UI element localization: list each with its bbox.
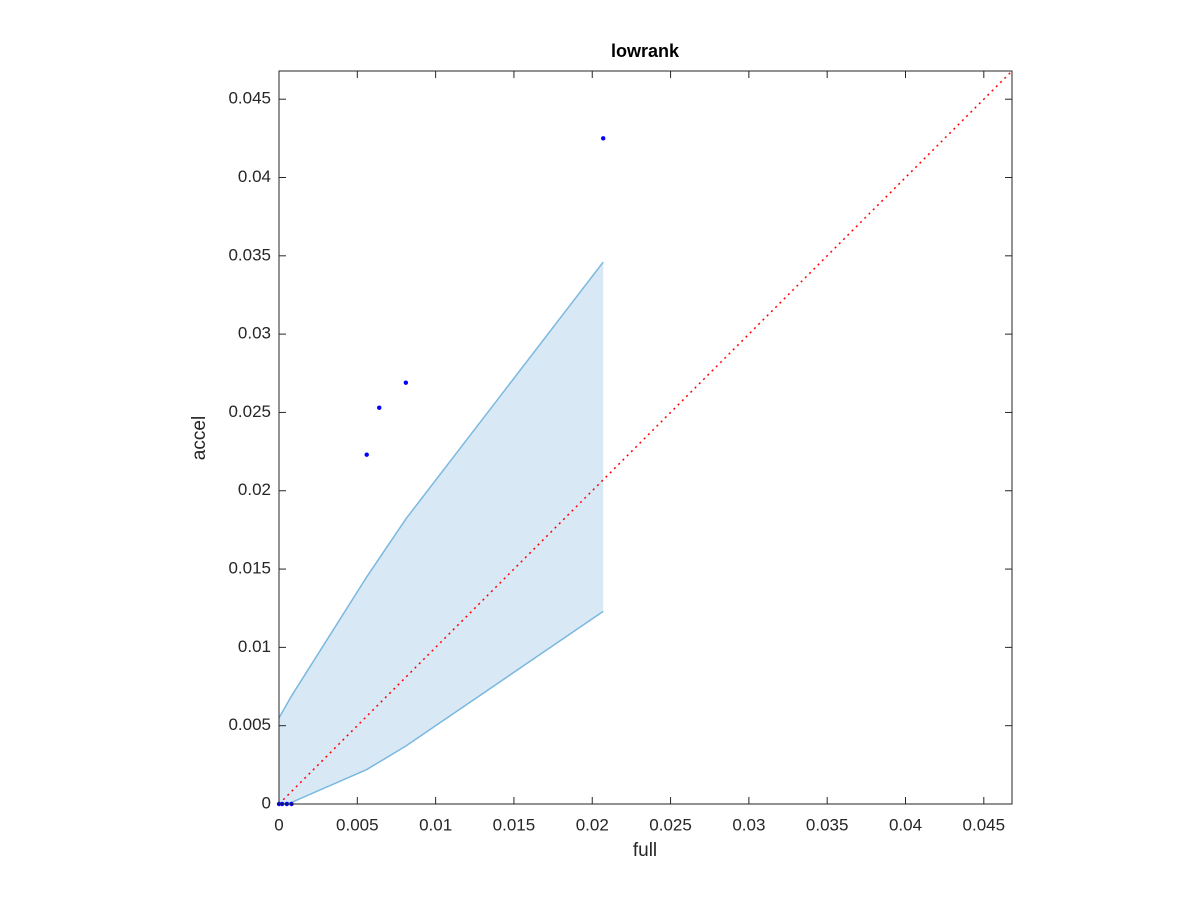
band-upper [278,261,604,719]
x-tick-label: 0.01 [419,815,452,834]
point [601,136,606,141]
x-tick-label: 0.02 [576,815,609,834]
axes-frame [278,70,1013,805]
y-tick-label: 0 [262,793,271,812]
y-tick-label: 0.04 [238,167,271,186]
point [377,405,382,410]
y-axis-label: accel [189,416,210,460]
band-fill [279,262,604,805]
x-tick-label: 0.005 [336,815,379,834]
y-tick-label: 0.035 [228,245,271,264]
chart-title: lowrank [611,41,680,61]
point [364,452,369,457]
x-tick-label: 0.015 [493,815,536,834]
x-tick-label: 0.03 [732,815,765,834]
y-tick-label: 0.01 [238,637,271,656]
x-tick-label: 0.04 [889,815,922,834]
point [403,380,409,385]
y-tick-label: 0.005 [228,715,271,734]
x-axis-label: full [633,840,657,861]
y-tick-label: 0.03 [238,324,271,343]
y-tick-label: 0.025 [228,402,271,421]
y-tick-label: 0.015 [228,559,271,578]
y-tick-label: 0.02 [238,480,271,499]
x-tick-label: 0.025 [649,815,692,834]
x-tick-label: 0 [274,815,283,834]
x-tick-label: 0.035 [806,815,849,834]
y-tick-label: 0.045 [228,89,271,108]
x-tick-label: 0.045 [963,815,1006,834]
